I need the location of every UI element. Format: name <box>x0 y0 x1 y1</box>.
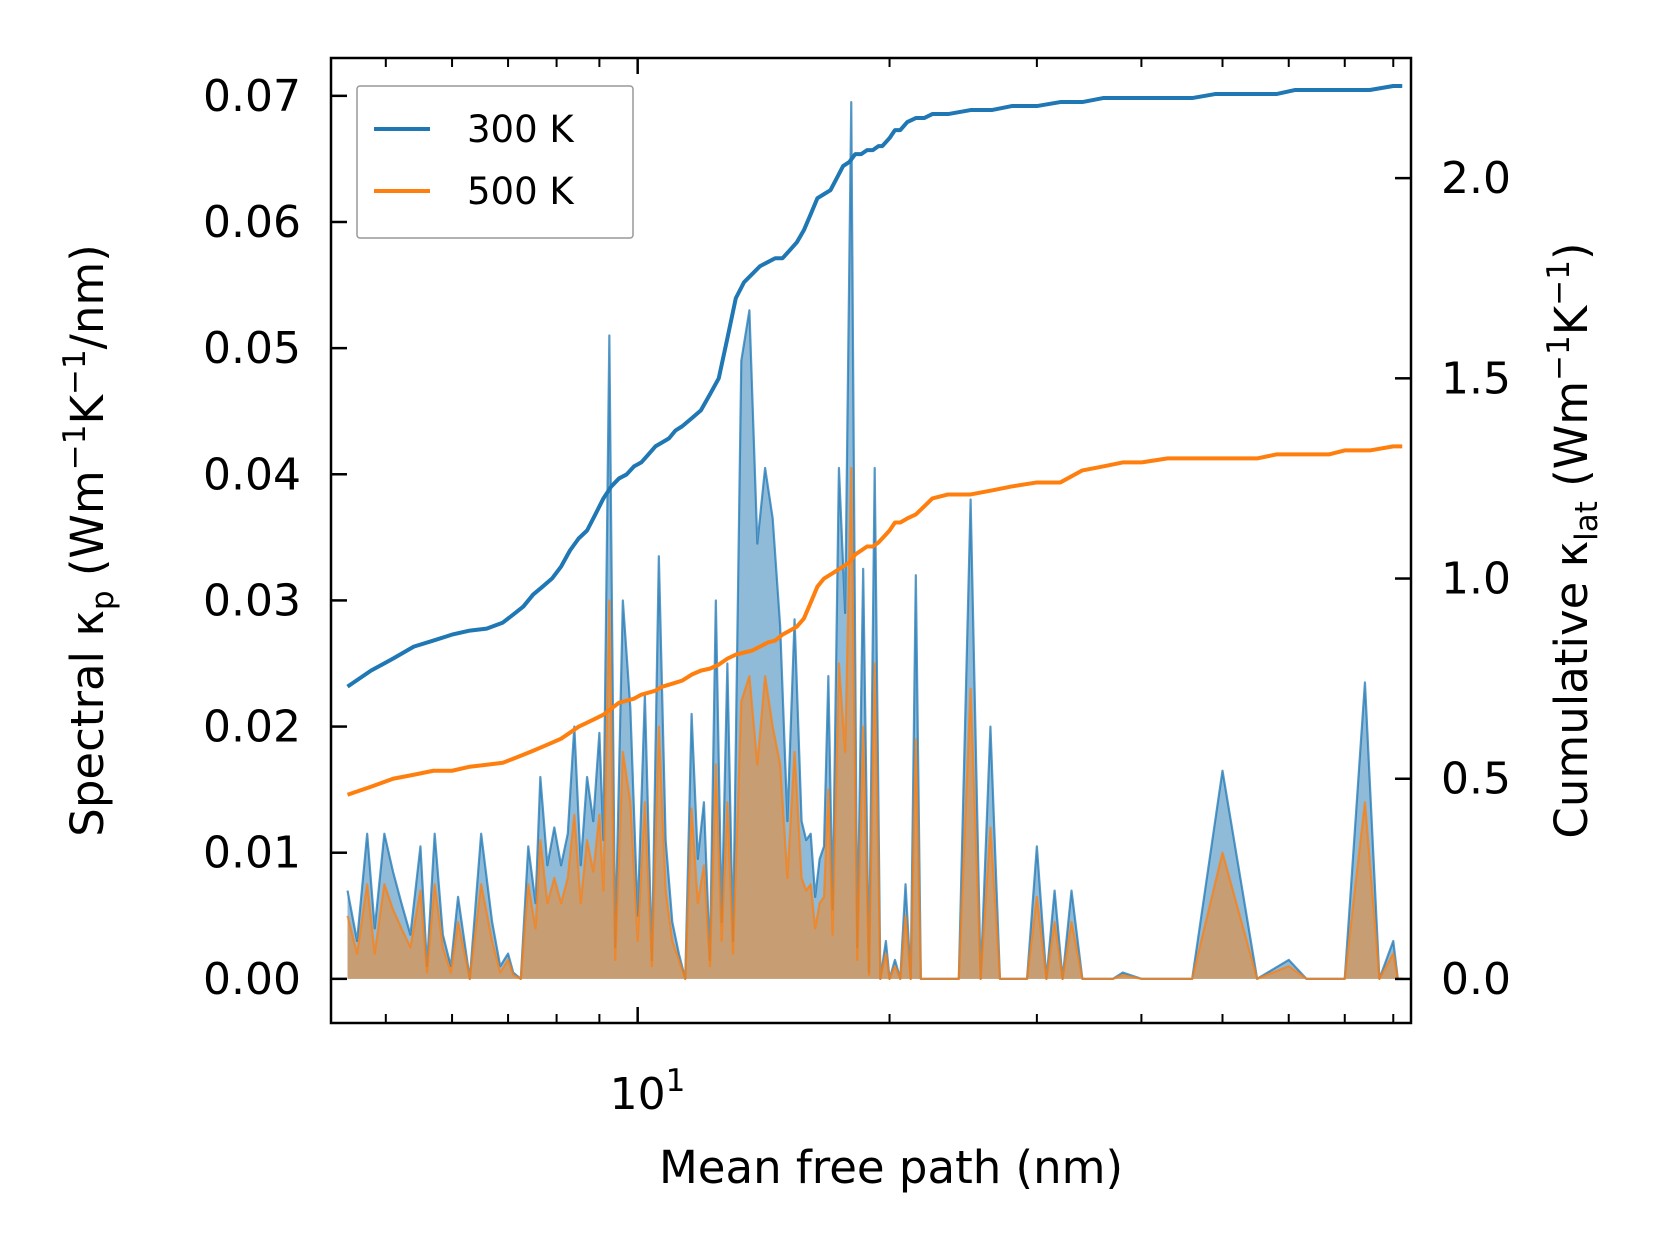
left-tick-label: 0.06 <box>203 197 301 248</box>
right-tick-label: 2.0 <box>1441 153 1511 204</box>
legend-label-500k: 500 K <box>467 170 575 213</box>
right-tick-label: 0.5 <box>1441 754 1511 805</box>
right-tick-label: 1.0 <box>1441 554 1511 605</box>
axes: 101 0.00 0.01 0.02 0.03 0.04 0.05 0.06 0.07 0.0 0.… <box>57 56 1605 1194</box>
left-tick-label: 0.02 <box>203 702 301 753</box>
right-tick-label: 1.5 <box>1441 353 1511 404</box>
cumulative-line-500k <box>346 444 1403 797</box>
left-tick-label: 0.01 <box>203 828 301 879</box>
legend: 300 K 500 K <box>356 85 634 239</box>
legend-label-300k: 300 K <box>467 108 575 151</box>
spectral-line-500k <box>346 466 1403 980</box>
right-axis-title: Cumulative κlat (Wm−1K−1) <box>1541 242 1605 838</box>
cumulative-line-300k <box>346 84 1403 689</box>
right-tick-label: 0.0 <box>1441 954 1511 1005</box>
left-tick-label: 0.07 <box>203 71 301 122</box>
plot-area <box>346 84 1403 980</box>
left-axis-title: Spectral κp (Wm−1K−1/nm) <box>57 244 121 837</box>
x-tick-label: 101 <box>610 1063 686 1120</box>
left-tick-label: 0.05 <box>203 323 301 374</box>
left-tick-label: 0.00 <box>203 954 301 1005</box>
legend-box <box>356 85 634 239</box>
left-tick-label: 0.04 <box>203 449 301 500</box>
x-axis-title: Mean free path (nm) <box>659 1141 1123 1194</box>
left-tick-label: 0.03 <box>203 575 301 626</box>
axes-frame <box>329 56 1413 1025</box>
